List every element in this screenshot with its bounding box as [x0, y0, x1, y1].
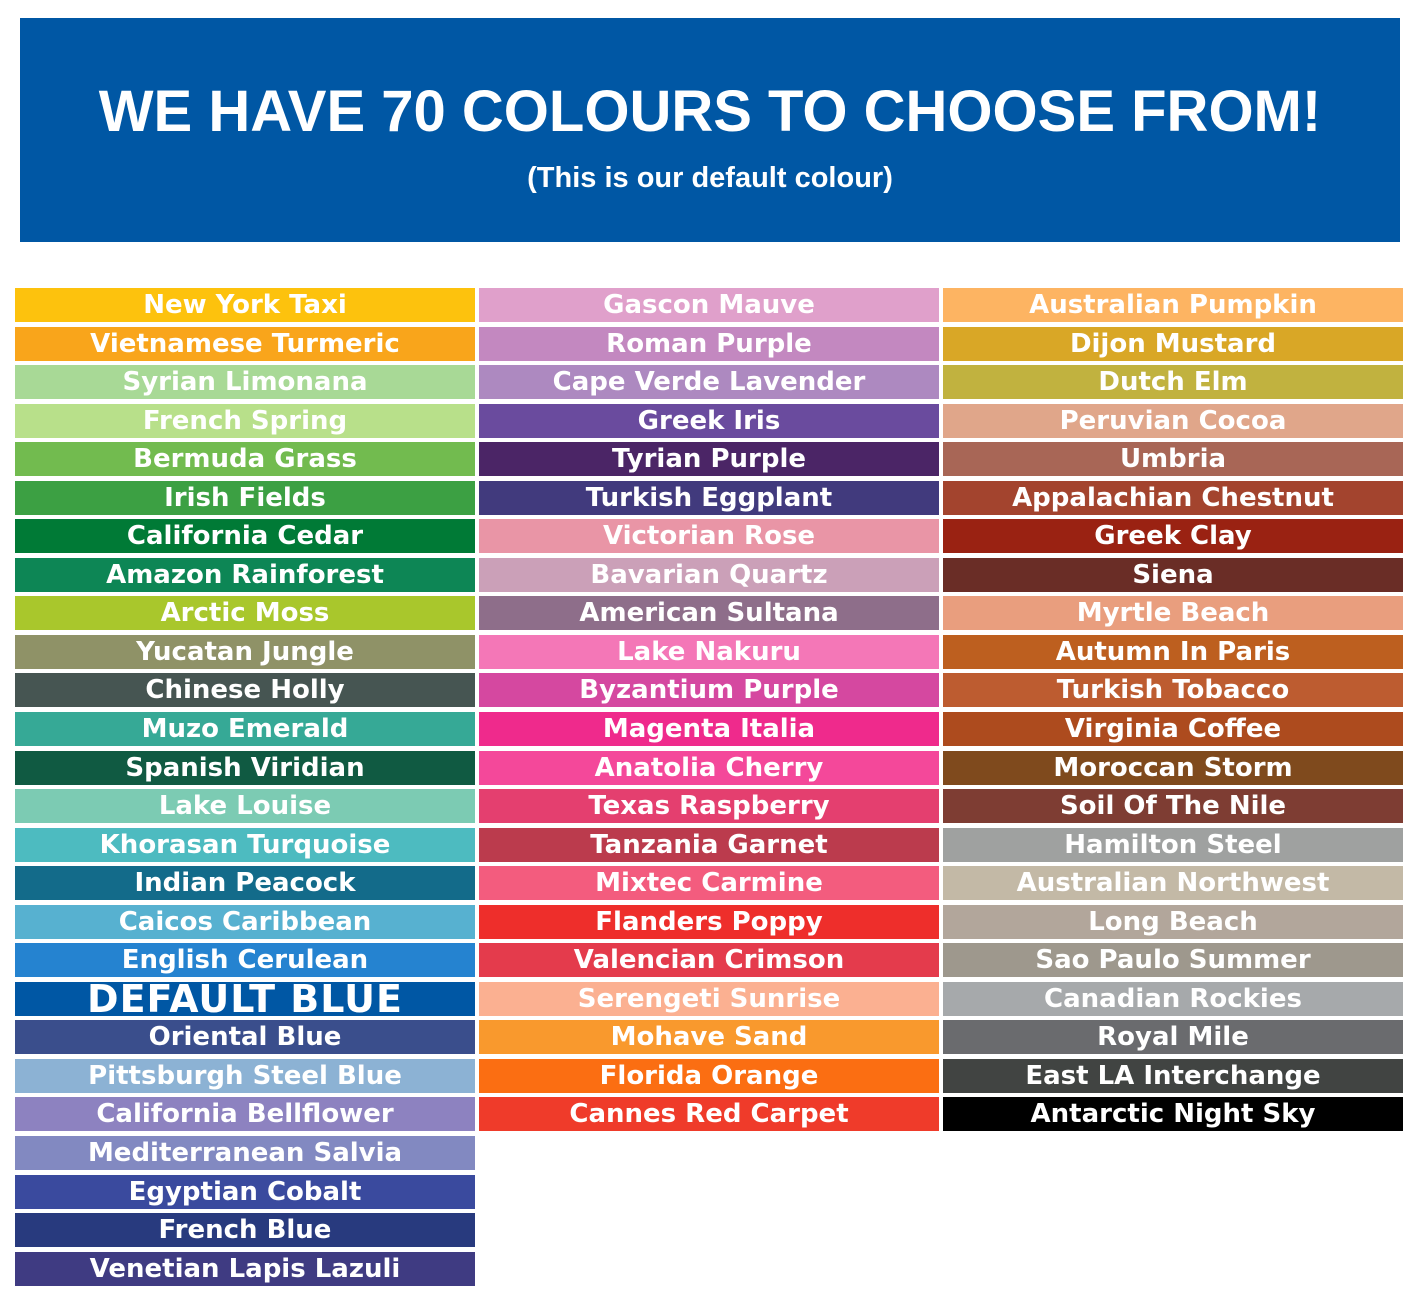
colour-swatch: Arctic Moss	[15, 596, 475, 631]
colour-swatch: Cape Verde Lavender	[479, 365, 939, 400]
colour-swatch: Virginia Coffee	[943, 712, 1403, 747]
colour-swatch: Tanzania Garnet	[479, 827, 939, 862]
colour-swatch: East LA Interchange	[943, 1058, 1403, 1093]
colour-swatch: Siena	[943, 557, 1403, 592]
colour-swatch: English Cerulean	[15, 943, 475, 978]
colour-swatch: Egyptian Cobalt	[15, 1174, 475, 1209]
colour-column-1: New York Taxi Vietnamese Turmeric Syrian L…	[15, 288, 475, 1290]
colour-swatch: Byzantium Purple	[479, 673, 939, 708]
page-subtitle: (This is our default colour)	[527, 162, 893, 194]
colour-swatch: Turkish Eggplant	[479, 480, 939, 515]
colour-swatch: Pittsburgh Steel Blue	[15, 1058, 475, 1093]
colour-swatch: Mohave Sand	[479, 1020, 939, 1055]
colour-swatch: Tyrian Purple	[479, 442, 939, 477]
colour-swatch: Roman Purple	[479, 326, 939, 361]
colour-swatch: French Blue	[15, 1213, 475, 1248]
colour-swatch: Gascon Mauve	[479, 288, 939, 322]
colour-swatch: Amazon Rainforest	[15, 557, 475, 592]
colour-swatch: Caicos Caribbean	[15, 904, 475, 939]
colour-swatch: Greek Clay	[943, 519, 1403, 554]
colour-swatch: Muzo Emerald	[15, 712, 475, 747]
colour-swatch: Peruvian Cocoa	[943, 403, 1403, 438]
header-banner: WE HAVE 70 COLOURS TO CHOOSE FROM! (This…	[20, 18, 1400, 242]
colour-swatch: Cannes Red Carpet	[479, 1097, 939, 1132]
page-title: WE HAVE 70 COLOURS TO CHOOSE FROM!	[98, 79, 1322, 144]
colour-swatch: Serengeti Sunrise	[479, 981, 939, 1016]
colour-swatch: California Bellflower	[15, 1097, 475, 1132]
colour-swatch: Mediterranean Salvia	[15, 1136, 475, 1171]
colour-swatch: Greek Iris	[479, 403, 939, 438]
colour-swatch: Flanders Poppy	[479, 904, 939, 939]
colour-swatch: Vietnamese Turmeric	[15, 326, 475, 361]
colour-swatch: Dutch Elm	[943, 365, 1403, 400]
colour-swatch: Yucatan Jungle	[15, 634, 475, 669]
colour-swatch: Texas Raspberry	[479, 789, 939, 824]
colour-swatch: Mixtec Carmine	[479, 866, 939, 901]
colour-swatch: Irish Fields	[15, 480, 475, 515]
colour-swatch: Appalachian Chestnut	[943, 480, 1403, 515]
colour-swatch: Chinese Holly	[15, 673, 475, 708]
colour-swatch: American Sultana	[479, 596, 939, 631]
colour-swatch: Australian Pumpkin	[943, 288, 1403, 322]
colour-swatch: Indian Peacock	[15, 866, 475, 901]
colour-swatch: Moroccan Storm	[943, 750, 1403, 785]
colour-swatch: French Spring	[15, 403, 475, 438]
colour-swatch: Victorian Rose	[479, 519, 939, 554]
colour-swatch: Sao Paulo Summer	[943, 943, 1403, 978]
colour-swatch: Hamilton Steel	[943, 827, 1403, 862]
colour-swatch: Royal Mile	[943, 1020, 1403, 1055]
colour-swatch: Bavarian Quartz	[479, 557, 939, 592]
colour-swatch: Lake Nakuru	[479, 634, 939, 669]
colour-swatch: Soil Of The Nile	[943, 789, 1403, 824]
colour-swatch: Umbria	[943, 442, 1403, 477]
colour-column-3: Australian Pumpkin Dijon Mustard Dutch Elm…	[943, 288, 1403, 1136]
colour-swatch: Long Beach	[943, 904, 1403, 939]
colour-swatch: Khorasan Turquoise	[15, 827, 475, 862]
colour-swatch: Valencian Crimson	[479, 943, 939, 978]
colour-swatch: Turkish Tobacco	[943, 673, 1403, 708]
colour-swatch: Autumn In Paris	[943, 634, 1403, 669]
colour-swatch: DEFAULT BLUE	[15, 981, 475, 1016]
colour-swatch: Myrtle Beach	[943, 596, 1403, 631]
colour-swatch: Oriental Blue	[15, 1020, 475, 1055]
colour-column-2: Gascon Mauve Roman Purple Cape Verde Laven…	[479, 288, 939, 1136]
colour-swatch: Syrian Limonana	[15, 365, 475, 400]
colour-swatch: New York Taxi	[15, 288, 475, 322]
colour-swatch: Dijon Mustard	[943, 326, 1403, 361]
colour-swatch: California Cedar	[15, 519, 475, 554]
colour-swatch: Antarctic Night Sky	[943, 1097, 1403, 1132]
colour-swatch: Magenta Italia	[479, 712, 939, 747]
colour-swatch: Australian Northwest	[943, 866, 1403, 901]
colour-swatch: Spanish Viridian	[15, 750, 475, 785]
colour-swatch: Bermuda Grass	[15, 442, 475, 477]
colour-swatch: Florida Orange	[479, 1058, 939, 1093]
colour-swatch: Venetian Lapis Lazuli	[15, 1251, 475, 1286]
colour-swatch: Lake Louise	[15, 789, 475, 824]
colour-swatch: Canadian Rockies	[943, 981, 1403, 1016]
colour-swatch: Anatolia Cherry	[479, 750, 939, 785]
